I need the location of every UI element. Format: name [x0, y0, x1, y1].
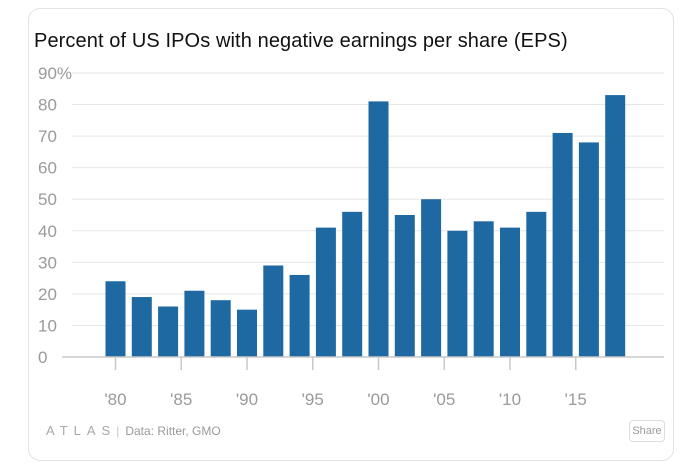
x-tick-label: '85	[170, 390, 192, 409]
bar-2000	[368, 101, 389, 358]
y-tick-label: 80	[38, 96, 57, 115]
source-footer: ATLAS | Data: Ritter, GMO	[46, 423, 221, 438]
y-tick-label: 70	[38, 127, 57, 146]
bar-2010	[500, 227, 520, 357]
gridlines	[72, 72, 664, 326]
x-tick-label: '10	[499, 390, 521, 409]
bar-2016	[578, 142, 599, 357]
y-tick-label: 20	[38, 285, 57, 304]
y-tick-label: 40	[38, 222, 57, 241]
x-tick-label: '80	[104, 390, 126, 409]
y-tick-label: 10	[38, 316, 57, 335]
atlas-logo: ATLAS	[46, 423, 117, 438]
bar-1990	[237, 309, 257, 357]
chart-title: Percent of US IPOs with negative earning…	[34, 30, 568, 52]
x-tick-label: '00	[367, 390, 389, 409]
bar-2008	[473, 221, 494, 357]
bar-2002	[394, 215, 415, 357]
bar-1994	[289, 274, 310, 357]
share-button[interactable]: Share	[629, 420, 665, 442]
y-tick-label: 50	[38, 190, 57, 209]
x-tick-label: '90	[236, 390, 258, 409]
bar-1996	[315, 227, 336, 357]
bar-1992	[263, 265, 284, 357]
bar-2004	[421, 199, 442, 357]
source-text: Data: Ritter, GMO	[125, 423, 221, 438]
bar-1982	[131, 297, 152, 357]
bar-1998	[342, 211, 363, 357]
y-tick-label: 60	[38, 159, 57, 178]
bar-1980	[105, 281, 126, 357]
x-tick-label: '15	[565, 390, 587, 409]
bar-1988	[210, 300, 231, 357]
bar-2018	[605, 95, 626, 357]
x-tick-label: '05	[433, 390, 455, 409]
x-tick-label: '95	[302, 390, 324, 409]
y-tick-label: 90%	[38, 64, 72, 83]
bar-2006	[447, 230, 468, 357]
bar-2014	[552, 132, 573, 357]
bar-2012	[526, 211, 547, 357]
axes: 0 10 20 30 40 50 60 70 80 90% '80 '85 '90 '95 '00 '05 '1…	[38, 64, 664, 409]
bars	[105, 95, 626, 358]
footer-separator: |	[116, 423, 120, 438]
y-tick-label: 30	[38, 253, 57, 272]
y-tick-label: 0	[38, 348, 47, 367]
bar-1984	[158, 306, 179, 357]
bar-1986	[184, 290, 205, 357]
